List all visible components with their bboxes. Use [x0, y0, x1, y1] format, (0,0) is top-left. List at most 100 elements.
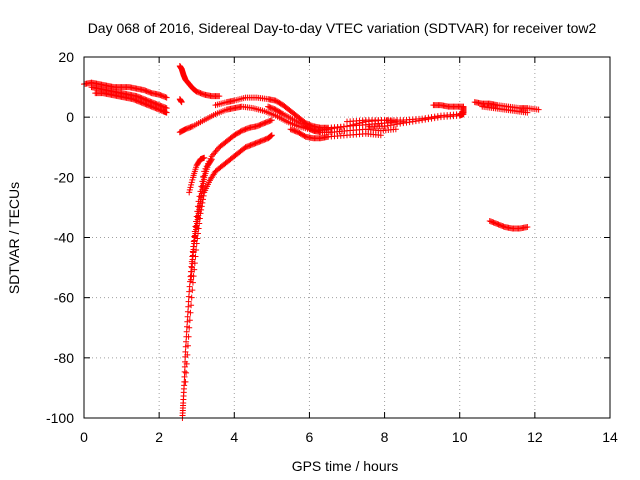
data-point: [182, 126, 189, 133]
data-point: [291, 127, 298, 134]
data-point: [394, 121, 401, 128]
data-point: [308, 126, 315, 133]
data-point: [416, 117, 423, 124]
data-point: [189, 279, 196, 286]
data-point: [188, 181, 195, 188]
data-point: [154, 106, 161, 113]
data-point: [184, 308, 191, 315]
series-track-r: [188, 156, 215, 283]
data-point: [240, 127, 247, 134]
data-point: [293, 128, 300, 135]
data-point: [238, 127, 245, 134]
data-point: [406, 119, 413, 126]
data-point: [490, 219, 497, 226]
y-tick-label: -40: [54, 230, 74, 246]
data-point: [185, 333, 192, 340]
x-tick-label: 6: [306, 429, 314, 445]
series-track-q: [182, 132, 275, 385]
data-point: [268, 117, 275, 124]
x-tick-label: 10: [452, 429, 468, 445]
data-point: [132, 97, 139, 104]
data-point: [158, 92, 165, 99]
data-point: [268, 105, 275, 112]
data-point: [152, 105, 159, 112]
data-point: [134, 98, 141, 105]
series-track-a: [81, 79, 170, 101]
data-point: [268, 132, 275, 139]
data-point: [182, 348, 189, 355]
data-point: [266, 118, 273, 125]
data-point: [186, 189, 193, 196]
data-point: [153, 105, 160, 112]
y-axis-label: SDTVAR / TECUs: [6, 182, 22, 294]
data-point: [198, 90, 205, 97]
data-point: [496, 221, 503, 228]
data-point: [252, 140, 259, 147]
data-point: [185, 293, 192, 300]
data-point: [419, 117, 426, 124]
data-point: [377, 132, 384, 139]
data-point: [186, 186, 193, 193]
data-point: [143, 88, 150, 95]
data-point: [157, 107, 164, 114]
data-point: [301, 132, 308, 139]
data-point: [255, 122, 262, 129]
data-point: [498, 222, 505, 229]
data-point: [188, 302, 195, 309]
data-point: [243, 125, 250, 132]
data-point: [189, 287, 196, 294]
data-point: [146, 102, 153, 109]
data-point: [255, 139, 262, 146]
data-point: [183, 369, 190, 376]
data-point: [268, 132, 275, 139]
data-point: [192, 253, 199, 260]
data-point: [488, 218, 495, 225]
series-track-l: [430, 102, 467, 116]
data-point: [460, 109, 467, 116]
data-point: [208, 157, 215, 164]
data-point: [250, 141, 257, 148]
data-point: [147, 89, 154, 96]
data-point: [159, 93, 166, 100]
data-point: [434, 114, 441, 121]
x-tick-label: 4: [230, 429, 238, 445]
x-tick-label: 14: [602, 429, 618, 445]
series-track-s: [186, 154, 208, 196]
data-point: [178, 99, 185, 106]
data-point: [143, 101, 150, 108]
data-point: [181, 373, 188, 380]
data-point: [187, 184, 194, 191]
data-point: [384, 122, 391, 129]
data-point: [256, 122, 263, 129]
data-point: [187, 124, 194, 131]
data-point: [292, 128, 299, 135]
data-point: [142, 87, 149, 94]
data-point: [535, 106, 542, 113]
data-point: [494, 220, 501, 227]
x-tick-label: 0: [80, 429, 88, 445]
data-point: [188, 263, 195, 270]
chart-title: Day 068 of 2016, Sidereal Day-to-day VTE…: [88, 20, 597, 36]
data-point: [146, 89, 153, 96]
data-point: [397, 120, 404, 127]
data-point: [208, 156, 215, 163]
y-tick-label: 20: [58, 49, 74, 65]
data-point: [381, 123, 388, 130]
data-point: [266, 104, 273, 111]
data-point: [141, 100, 148, 107]
data-point: [486, 217, 493, 224]
data-point: [247, 142, 254, 149]
data-point: [288, 126, 295, 133]
data-point: [181, 368, 188, 375]
data-point: [199, 91, 206, 98]
data-point: [187, 309, 194, 316]
data-point: [491, 219, 498, 226]
data-point: [248, 141, 255, 148]
data-point: [189, 176, 196, 183]
y-tick-label: -60: [54, 290, 74, 306]
data-point: [129, 96, 136, 103]
y-axis-ticks: 20 0 -20 -40 -60 -80 -100: [46, 49, 610, 426]
data-point: [151, 104, 158, 111]
data-point: [263, 119, 270, 126]
data-point: [149, 104, 156, 111]
